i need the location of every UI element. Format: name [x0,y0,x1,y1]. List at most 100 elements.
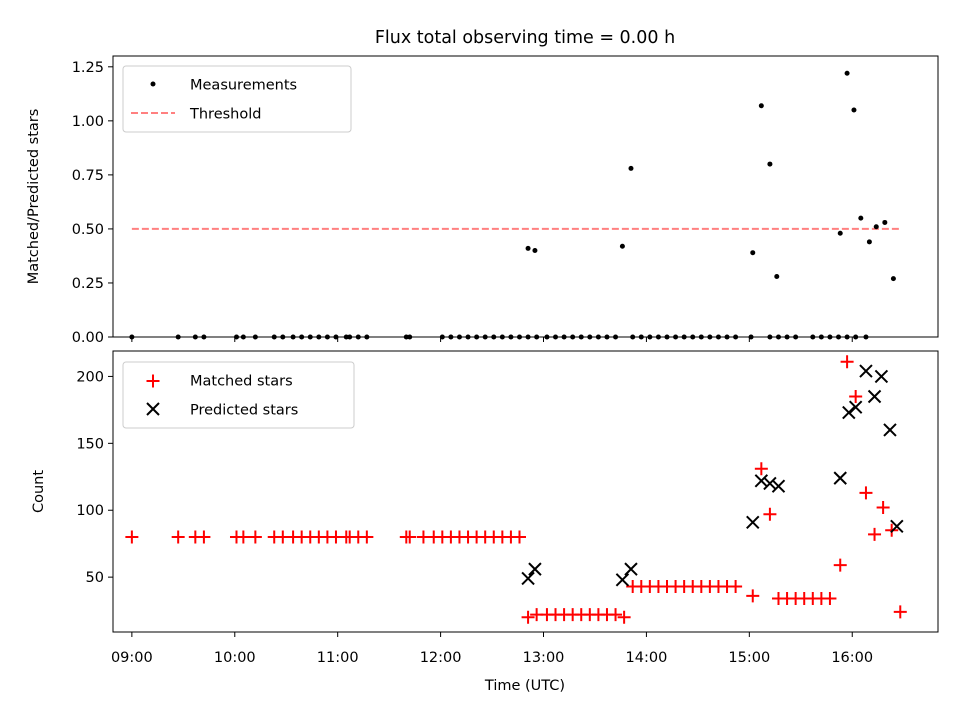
measurement-point [863,334,869,340]
predicted-star-point [883,423,897,437]
measurement-point [307,334,313,340]
legend-measurements-marker [150,81,156,87]
legend-threshold-label: Threshold [189,107,261,123]
measurement-point [280,334,286,340]
matched-star-point [171,530,185,544]
measurement-point [233,334,239,340]
matched-star-point [403,530,417,544]
bottom-x-tick-label: 11:00 [317,650,359,666]
predicted-star-point [867,389,882,404]
matched-star-point [876,501,890,515]
predicted-star-point [763,476,777,491]
x-axis-label: Time (UTC) [484,678,565,694]
measurement-point [767,161,773,167]
matched-star-point [754,462,768,476]
measurement-point [628,165,634,171]
measurement-point [525,334,531,340]
bottom-x-tick-label: 10:00 [214,650,256,666]
matched-star-point [868,527,882,541]
bottom-y-tick-label: 100 [76,503,104,519]
bottom-x-tick-label: 16:00 [831,650,873,666]
measurement-point [873,224,879,230]
matched-star-point [609,608,623,622]
measurement-point [851,107,857,113]
measurement-point [715,334,721,340]
measurement-point [844,334,850,340]
measurement-point [324,334,330,340]
measurement-point [561,334,567,340]
measurement-point [240,334,246,340]
measurement-point [175,334,181,340]
measurement-point [673,334,679,340]
matched-star-point [849,389,863,403]
measurement-point [474,334,480,340]
measurement-point [252,334,258,340]
measurement-point [866,239,872,245]
top-plot-frame [112,55,939,338]
measurement-point [343,334,349,340]
measurement-point [844,70,850,76]
predicted-star-point [874,369,889,384]
measurement-point [664,334,670,340]
legend-matched-label: Matched stars [190,374,293,390]
matched-star-point [893,605,907,619]
measurement-point [882,219,888,225]
matched-stars-series [125,355,907,624]
bottom-legend-box [122,361,355,429]
predicted-star-point [859,364,873,378]
measurement-point [707,334,713,340]
matched-star-point [859,486,873,500]
measurement-point [578,334,584,340]
bottom-x-axis: 09:00 10:00 11:00 12:00 13:00 14:00 15:00 16:00 [111,632,873,666]
measurement-point [290,334,296,340]
bottom-x-tick-label: 15:00 [728,650,770,666]
matched-star-point [746,589,760,603]
legend-measurements-label: Measurements [190,78,297,94]
measurement-point [750,250,756,256]
measurement-point [570,334,576,340]
bottom-y-tick-label: 50 [86,570,104,586]
measurement-point [201,334,207,340]
measurement-point [619,243,625,249]
matched-star-point [763,507,777,521]
bottom-panel: 50 100 150 200 09:00 10:00 11:00 12:00 13:00 14:… [31,350,939,694]
top-y-tick-label: 1.00 [72,114,104,130]
bottom-x-tick-label: 13:00 [523,650,565,666]
top-y-axis: 0.00 0.25 0.50 0.75 1.00 1.25 [72,60,113,346]
matched-star-point [521,610,535,624]
legend-predicted-label: Predicted stars [190,403,298,419]
bottom-y-axis-label: Count [31,470,47,513]
measurement-point [516,334,522,340]
measurement-point [858,215,864,221]
measurement-point [525,245,531,251]
matched-star-point [360,530,374,544]
measurement-point [299,334,305,340]
measurement-point [837,230,843,236]
measurement-point [491,334,497,340]
measurement-point [748,334,754,340]
bottom-legend: Matched stars Predicted stars [122,361,355,429]
top-y-tick-label: 0.50 [72,222,104,238]
measurement-point [465,334,471,340]
matched-star-point [823,592,837,606]
measurement-point [364,334,370,340]
predicted-star-point [615,573,630,587]
measurement-point [630,334,636,340]
measurement-point [810,334,816,340]
bottom-y-tick-label: 200 [76,369,104,385]
predicted-star-point [521,571,535,586]
measurement-point [129,334,135,340]
top-y-tick-label: 1.25 [72,60,104,76]
matched-star-point [617,610,631,624]
measurement-point [681,334,687,340]
measurement-point [613,334,619,340]
measurement-point [439,334,445,340]
predicted-star-point [890,519,904,533]
measurement-point [638,334,644,340]
measurement-point [836,334,842,340]
measurement-point [271,334,277,340]
predicted-star-point [528,562,542,576]
measurement-point [553,334,559,340]
top-legend-box [122,65,352,133]
bottom-plot-frame [112,350,939,633]
